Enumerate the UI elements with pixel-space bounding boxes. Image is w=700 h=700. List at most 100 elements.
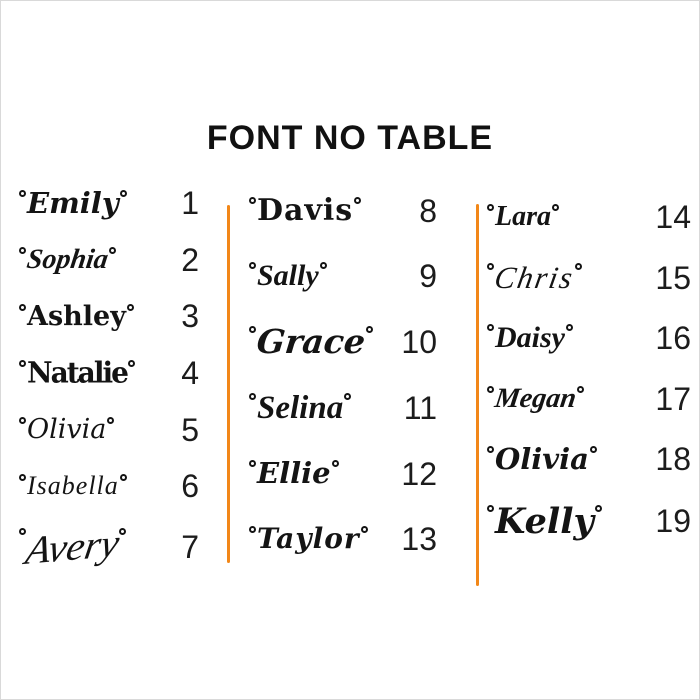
font-number: 19 bbox=[655, 503, 691, 540]
name-pendant: Natalie bbox=[19, 355, 135, 390]
pendant-name-text: Emily bbox=[27, 185, 119, 220]
name-pendant: Avery bbox=[19, 520, 127, 573]
font-number: 7 bbox=[181, 528, 199, 565]
name-pendant: Sally bbox=[249, 261, 327, 291]
font-sample-row: Kelly 19 bbox=[487, 504, 691, 539]
font-sample-row: Natalie 4 bbox=[19, 357, 199, 389]
jump-ring-icon bbox=[552, 204, 559, 211]
jump-ring-icon bbox=[487, 504, 494, 512]
name-pendant: Kelly bbox=[487, 504, 602, 539]
name-pendant: Taylor bbox=[249, 521, 368, 555]
font-sample-row: Emily 1 bbox=[19, 187, 199, 219]
jump-ring-icon bbox=[119, 527, 127, 535]
jump-ring-icon bbox=[354, 197, 362, 204]
font-number: 15 bbox=[655, 259, 691, 296]
font-sample-row: Daisy 16 bbox=[487, 322, 691, 354]
name-pendant: Davis bbox=[249, 193, 362, 228]
column-divider-1 bbox=[227, 205, 230, 563]
font-number: 1 bbox=[181, 185, 199, 221]
font-sample-row: Selina 11 bbox=[249, 389, 437, 427]
font-column-1: Emily 1 Sophia 2 Ashley 3 Natalie 4 Olivia 5 Isabe… bbox=[19, 187, 199, 573]
pendant-name-text: Avery bbox=[22, 520, 123, 573]
name-pendant: Olivia bbox=[487, 441, 597, 476]
jump-ring-icon bbox=[249, 197, 256, 204]
pendant-name-text: Taylor bbox=[257, 521, 360, 555]
font-sample-row: Isabella 6 bbox=[19, 470, 199, 502]
pendant-name-text: Olivia bbox=[495, 441, 589, 476]
jump-ring-icon bbox=[107, 417, 115, 425]
font-sample-row: Megan 17 bbox=[487, 383, 691, 415]
name-pendant: Sophia bbox=[19, 243, 116, 275]
pendant-name-text: Grace bbox=[254, 322, 368, 362]
name-pendant: Emily bbox=[19, 185, 127, 220]
name-pendant: Ashley bbox=[19, 303, 134, 330]
pendant-name-text: Isabella bbox=[27, 471, 119, 501]
jump-ring-icon bbox=[360, 525, 368, 533]
jump-ring-icon bbox=[119, 189, 127, 197]
name-pendant: Daisy bbox=[487, 323, 573, 353]
pendant-name-text: Ellie bbox=[257, 456, 331, 491]
jump-ring-icon bbox=[487, 445, 494, 453]
jump-ring-icon bbox=[574, 263, 582, 271]
font-number: 16 bbox=[655, 320, 691, 357]
jump-ring-icon bbox=[19, 527, 26, 535]
pendant-name-text: Kelly bbox=[495, 500, 594, 542]
pendant-name-text: Ashley bbox=[27, 300, 126, 332]
pendant-name-text: Selina bbox=[257, 389, 344, 426]
pendant-name-text: Megan bbox=[492, 382, 579, 414]
name-pendant: Isabella bbox=[19, 473, 127, 499]
page-title: FONT NO TABLE bbox=[206, 119, 494, 157]
name-pendant: Olivia bbox=[19, 414, 115, 446]
font-number: 3 bbox=[181, 298, 199, 335]
pendant-name-text: Sally bbox=[257, 259, 319, 293]
pendant-name-text: Olivia bbox=[27, 414, 107, 446]
pendant-name-text: Sophia bbox=[24, 243, 111, 275]
jump-ring-icon bbox=[487, 204, 494, 211]
jump-ring-icon bbox=[249, 326, 256, 334]
jump-ring-icon bbox=[487, 324, 494, 332]
font-number: 5 bbox=[181, 411, 199, 448]
font-sample-row: Sally 9 bbox=[249, 260, 437, 292]
jump-ring-icon bbox=[119, 474, 127, 482]
font-sample-row: Ellie 12 bbox=[249, 458, 437, 490]
font-sample-row: Davis 8 bbox=[249, 195, 437, 227]
pendant-name-text: Lara bbox=[495, 201, 551, 232]
font-sample-row: Grace 10 bbox=[249, 322, 437, 362]
jump-ring-icon bbox=[487, 263, 494, 271]
font-number: 11 bbox=[403, 390, 437, 427]
font-number: 10 bbox=[401, 323, 437, 360]
font-column-2: Davis 8 Sally 9 Grace 10 Selina 11 Ellie 12 Taylor… bbox=[249, 195, 437, 555]
pendant-name-text: Davis bbox=[257, 193, 354, 228]
jump-ring-icon bbox=[589, 445, 597, 453]
jump-ring-icon bbox=[249, 525, 256, 533]
jump-ring-icon bbox=[19, 417, 26, 425]
jump-ring-icon bbox=[331, 460, 339, 468]
name-pendant: Lara bbox=[487, 203, 559, 231]
font-number: 4 bbox=[181, 354, 199, 391]
font-sample-row: Ashley 3 bbox=[19, 300, 199, 332]
jump-ring-icon bbox=[19, 246, 26, 254]
font-number: 2 bbox=[181, 241, 199, 278]
font-number: 6 bbox=[181, 468, 199, 505]
font-sample-row: Avery 7 bbox=[19, 520, 199, 573]
name-pendant: Chris bbox=[487, 260, 582, 295]
name-pendant: Selina bbox=[249, 389, 352, 426]
name-pendant: Grace bbox=[249, 322, 374, 362]
jump-ring-icon bbox=[594, 504, 602, 512]
font-number: 12 bbox=[401, 455, 437, 492]
font-number: 18 bbox=[655, 441, 691, 478]
jump-ring-icon bbox=[366, 326, 374, 334]
font-sample-row: Olivia 18 bbox=[487, 443, 691, 475]
font-sample-row: Olivia 5 bbox=[19, 414, 199, 446]
jump-ring-icon bbox=[126, 303, 134, 311]
column-divider-2 bbox=[476, 204, 479, 586]
jump-ring-icon bbox=[319, 262, 327, 270]
font-number: 17 bbox=[655, 380, 691, 417]
jump-ring-icon bbox=[344, 392, 352, 400]
font-sample-row: Taylor 13 bbox=[249, 523, 437, 555]
font-number: 13 bbox=[401, 520, 437, 557]
pendant-name-text: Natalie bbox=[27, 355, 129, 390]
name-pendant: Megan bbox=[487, 382, 584, 414]
pendant-name-text: Daisy bbox=[495, 321, 565, 355]
